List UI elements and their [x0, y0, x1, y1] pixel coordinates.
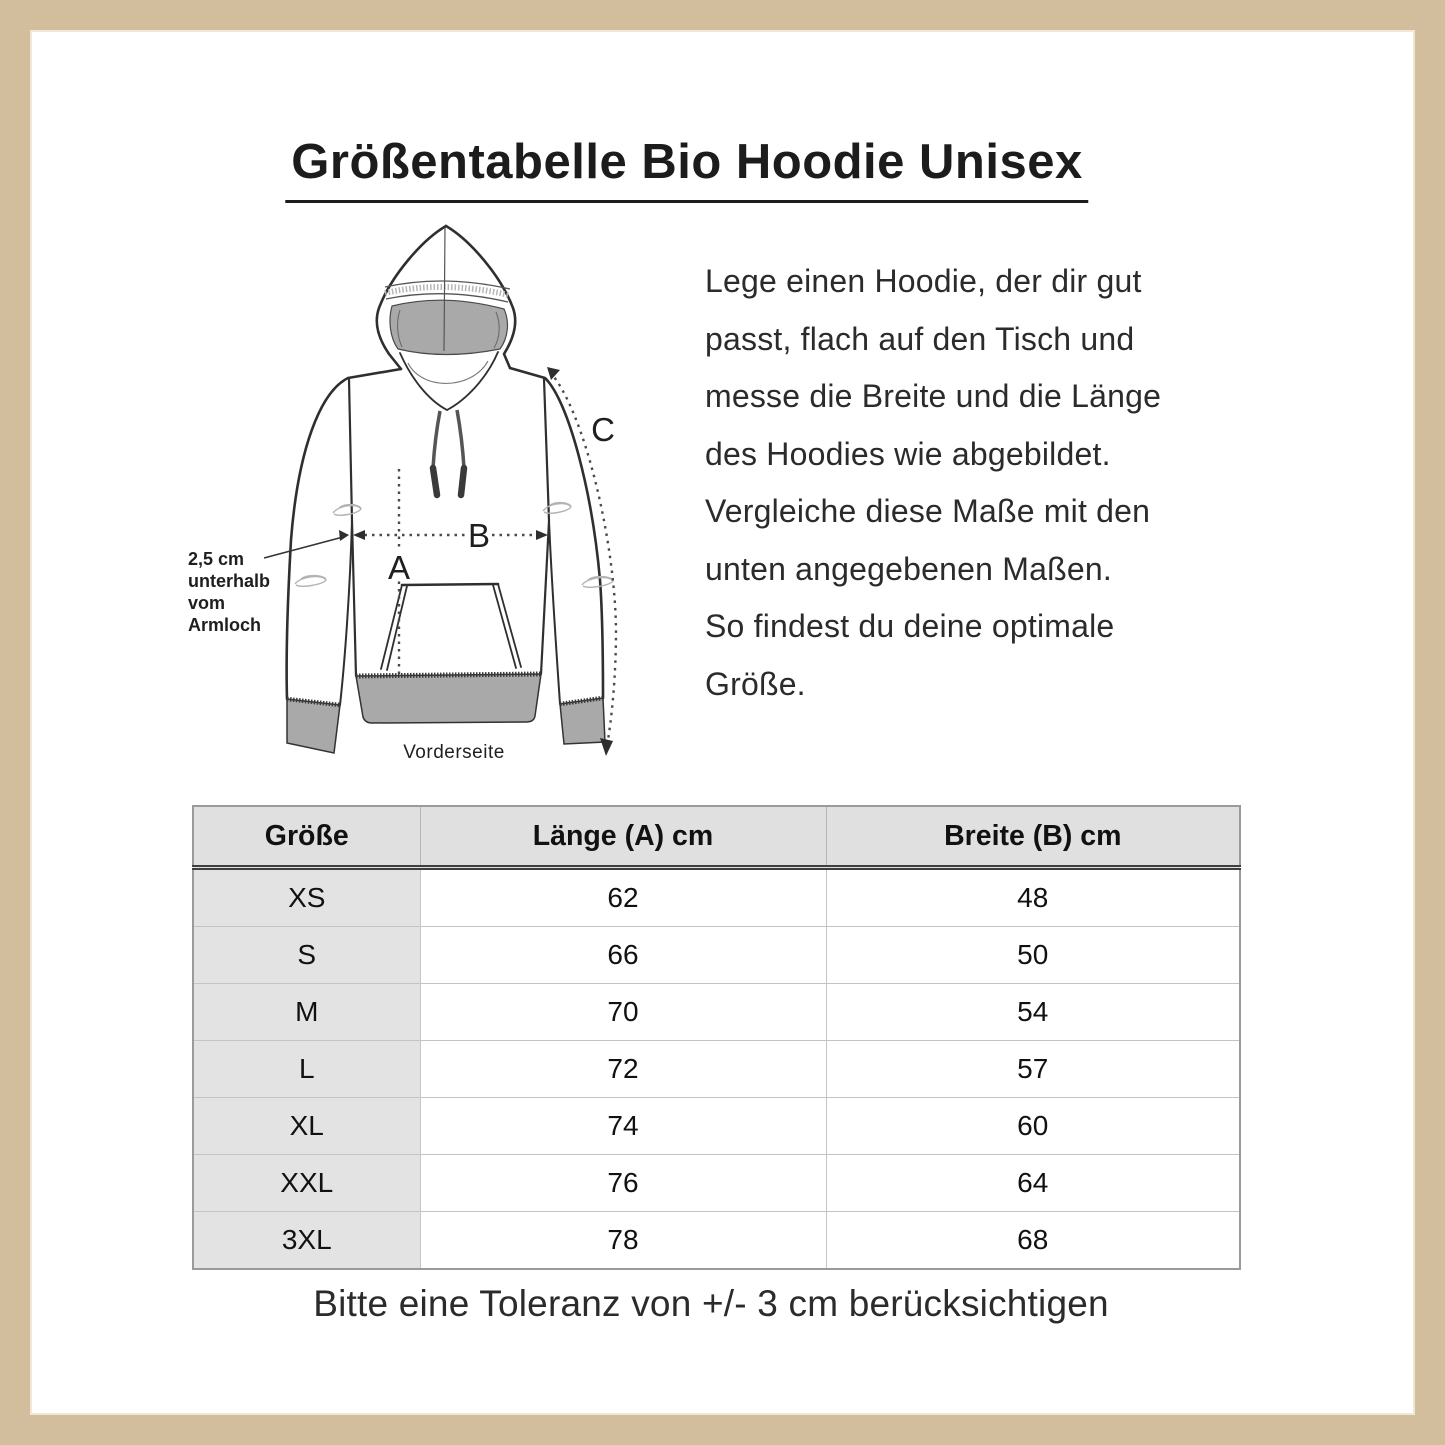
- table-row: M 70 54: [193, 983, 1240, 1041]
- body-and-sleeves: [285, 366, 605, 706]
- waistband: [355, 671, 542, 724]
- instruction-line: Größe.: [705, 665, 806, 702]
- length-cell: 62: [419, 867, 826, 927]
- instruction-line: des Hoodies wie abgebildet.: [705, 435, 1111, 472]
- instruction-line: unten angegebenen Maßen.: [705, 550, 1112, 587]
- measurement-line-b: [353, 530, 548, 540]
- table-row: L 72 57: [193, 1040, 1240, 1098]
- tolerance-note: Bitte eine Toleranz von +/- 3 cm berücks…: [313, 1283, 1109, 1324]
- annotation-line: vom: [188, 593, 225, 613]
- length-cell: 76: [419, 1154, 826, 1212]
- size-cell: M: [193, 983, 420, 1041]
- measurement-instructions: Lege einen Hoodie, der dir gut passt, fl…: [705, 253, 1161, 713]
- width-cell: 60: [825, 1097, 1240, 1155]
- instruction-line: passt, flach auf den Tisch und: [705, 320, 1135, 357]
- annotation-line: unterhalb: [188, 571, 270, 591]
- cuffs: [286, 695, 606, 754]
- size-cell: XL: [193, 1097, 420, 1155]
- size-cell: L: [193, 1040, 420, 1098]
- length-cell: 72: [419, 1040, 826, 1098]
- table-row: XS 62 48: [193, 867, 1240, 927]
- length-cell: 74: [419, 1097, 826, 1155]
- table-header-row: Größe Länge (A) cm Breite (B) cm: [193, 806, 1240, 870]
- diagram-caption: Vorderseite: [403, 742, 505, 763]
- hood: [375, 224, 517, 411]
- page-title: Größentabelle Bio Hoodie Unisex: [285, 134, 1089, 203]
- width-cell: 64: [825, 1154, 1240, 1212]
- fabric-swirls: [294, 501, 614, 588]
- width-cell: 57: [825, 1040, 1240, 1098]
- width-cell: 50: [825, 926, 1240, 984]
- measurement-label-a: A: [388, 549, 410, 586]
- length-cell: 70: [419, 983, 826, 1041]
- column-header-size: Größe: [193, 806, 420, 870]
- table-row: 3XL 78 68: [193, 1211, 1240, 1269]
- column-header-width: Breite (B) cm: [825, 806, 1240, 870]
- measurement-label-b: B: [468, 517, 490, 554]
- width-cell: 54: [825, 983, 1240, 1041]
- table-row: XL 74 60: [193, 1097, 1240, 1155]
- table-row: S 66 50: [193, 926, 1240, 984]
- size-cell: XS: [193, 867, 420, 927]
- column-header-length: Länge (A) cm: [419, 806, 826, 870]
- length-cell: 78: [419, 1211, 826, 1269]
- instruction-line: Lege einen Hoodie, der dir gut: [705, 263, 1142, 299]
- size-table: Größe Länge (A) cm Breite (B) cm XS 62 4…: [192, 805, 1241, 1270]
- hoodie-size-diagram: A B C 2,5 cm unterhalb vom Armloch Vorde…: [160, 210, 680, 780]
- annotation-line: Armloch: [188, 615, 261, 635]
- measurement-label-c: C: [591, 411, 615, 448]
- measurement-line-c: [547, 367, 618, 756]
- annotation-line: 2,5 cm: [188, 549, 244, 569]
- drawstrings: [429, 409, 468, 499]
- length-cell: 66: [419, 926, 826, 984]
- instruction-line: Vergleiche diese Maße mit den: [705, 493, 1151, 529]
- width-cell: 48: [825, 867, 1240, 927]
- size-cell: XXL: [193, 1154, 420, 1212]
- size-cell: S: [193, 926, 420, 984]
- annotation-pointer-line: [263, 530, 349, 559]
- table-row: XXL 76 64: [193, 1154, 1240, 1212]
- instruction-line: messe die Breite und die Länge: [705, 378, 1162, 414]
- instruction-line: So findest du deine optimale: [705, 608, 1115, 644]
- armhole-annotation: 2,5 cm unterhalb vom Armloch: [188, 549, 270, 635]
- size-cell: 3XL: [193, 1211, 420, 1269]
- width-cell: 68: [825, 1211, 1240, 1269]
- hoodie-drawing: A B C 2,5 cm unterhalb vom Armloch Vorde…: [188, 224, 619, 763]
- kangaroo-pocket: [380, 582, 522, 671]
